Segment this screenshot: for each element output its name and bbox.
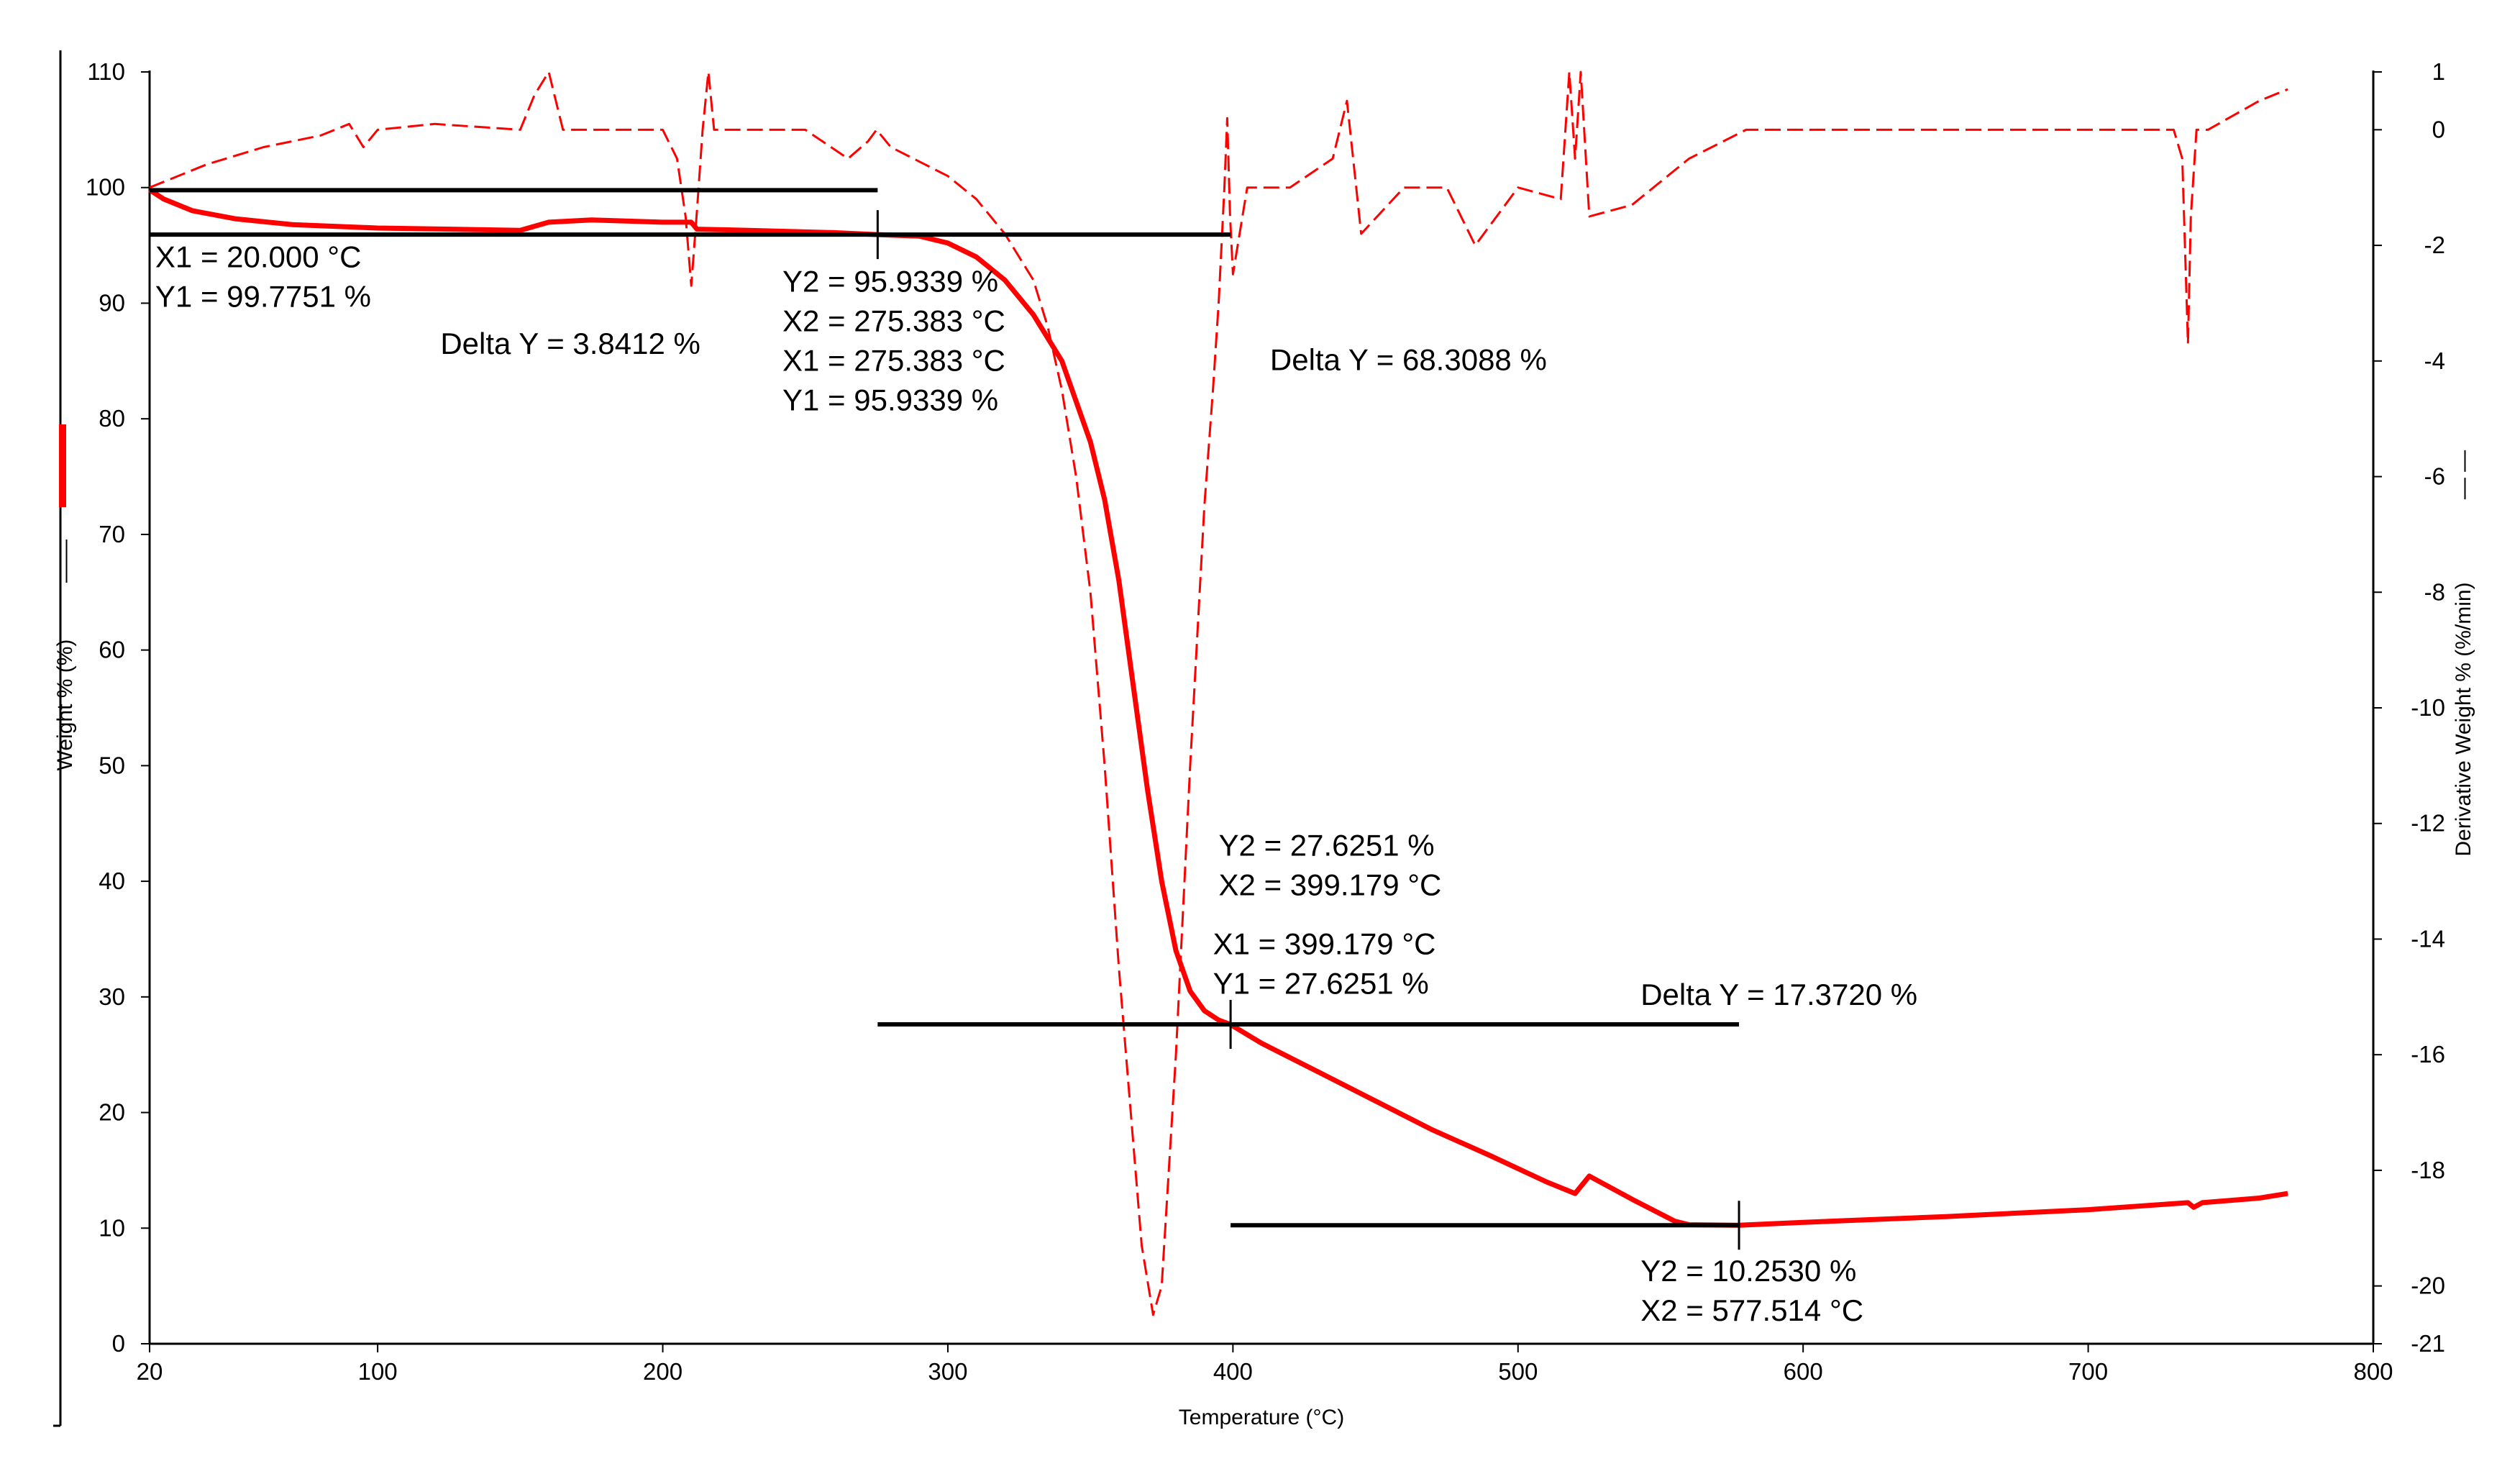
x-tick-label: 300 xyxy=(928,1358,967,1385)
y2-tick-label: -10 xyxy=(2411,694,2445,721)
annotations: X1 = 20.000 °C Y1 = 99.7751 % Delta Y = 3.… xyxy=(155,240,1917,1328)
x-tick-label: 600 xyxy=(1784,1358,1823,1385)
y-tick-label: 90 xyxy=(99,289,125,316)
derivative-weight-series xyxy=(149,70,2288,1316)
y-tick-label: 10 xyxy=(99,1214,125,1241)
y-tick-label: 0 xyxy=(112,1330,125,1357)
y-axis-legend-key: —— xyxy=(53,540,77,583)
y2-tick-label: -6 xyxy=(2424,463,2445,490)
x-tick-label: 700 xyxy=(2068,1358,2108,1385)
annotation: Delta Y = 68.3088 % xyxy=(1270,343,1547,377)
annotation: Delta Y = 17.3720 % xyxy=(1640,978,1917,1011)
annotation: Delta Y = 3.8412 % xyxy=(440,327,700,360)
x-tick-label: 500 xyxy=(1498,1358,1538,1385)
y2-tick-label: -16 xyxy=(2411,1041,2445,1068)
axes xyxy=(53,50,2382,1427)
annotation: Y2 = 95.9339 % X2 = 275.383 °C X1 = 275.38… xyxy=(782,264,1005,417)
x-tick-label: 400 xyxy=(1213,1358,1253,1385)
series-layer xyxy=(148,70,2288,1316)
y2-tick-label: -2 xyxy=(2424,232,2445,258)
annotation: Y2 = 27.6251 % X2 = 399.179 °C xyxy=(1219,829,1442,902)
x-tick-label: 800 xyxy=(2353,1358,2393,1385)
y-axis-label: Weight % (%) xyxy=(53,640,77,771)
y-tick-label: 20 xyxy=(99,1099,125,1126)
annotation: X1 = 20.000 °C Y1 = 99.7751 % xyxy=(155,240,371,314)
y2-axis-label: Derivative Weight % (%/min) xyxy=(2452,582,2475,856)
y2-axis-legend-key: — — xyxy=(2452,450,2475,499)
y-tick-label: 100 xyxy=(86,174,125,201)
weight-legend-swatch xyxy=(59,424,66,507)
y-tick-label: 50 xyxy=(99,752,125,778)
y-tick-label: 40 xyxy=(99,868,125,894)
x-tick-label: 20 xyxy=(137,1358,163,1385)
y2-tick-label: 1 xyxy=(2432,58,2445,85)
tick-labels: 20 100 200 300 400 500 600 700 80001020304050607… xyxy=(86,58,2445,1385)
y-tick-label: 70 xyxy=(99,521,125,547)
y2-tick-label: -20 xyxy=(2411,1273,2445,1299)
y-tick-label: 80 xyxy=(99,405,125,432)
y2-tick-label: -21 xyxy=(2411,1330,2445,1357)
y-tick-label: 60 xyxy=(99,637,125,663)
y-tick-label: 110 xyxy=(87,58,125,85)
y2-tick-label: -14 xyxy=(2411,925,2445,952)
x-axis-label: Temperature (°C) xyxy=(1179,1406,1344,1429)
y2-tick-label: -12 xyxy=(2411,810,2445,837)
axis-titles: Temperature (°C) Weight % (%) —— Derivat… xyxy=(53,450,2475,1429)
y2-tick-label: -18 xyxy=(2411,1157,2445,1183)
marker-lines xyxy=(150,188,1740,1250)
x-tick-label: 100 xyxy=(358,1358,398,1385)
annotation: X1 = 399.179 °C Y1 = 27.6251 % xyxy=(1213,927,1436,1000)
x-tick-label: 200 xyxy=(643,1358,682,1385)
y-tick-label: 30 xyxy=(99,983,125,1010)
y2-tick-label: 0 xyxy=(2432,116,2445,142)
y2-tick-label: -8 xyxy=(2424,578,2445,605)
annotation: Y2 = 10.2530 % X2 = 577.514 °C xyxy=(1640,1254,1863,1327)
y2-tick-label: -4 xyxy=(2424,347,2445,374)
